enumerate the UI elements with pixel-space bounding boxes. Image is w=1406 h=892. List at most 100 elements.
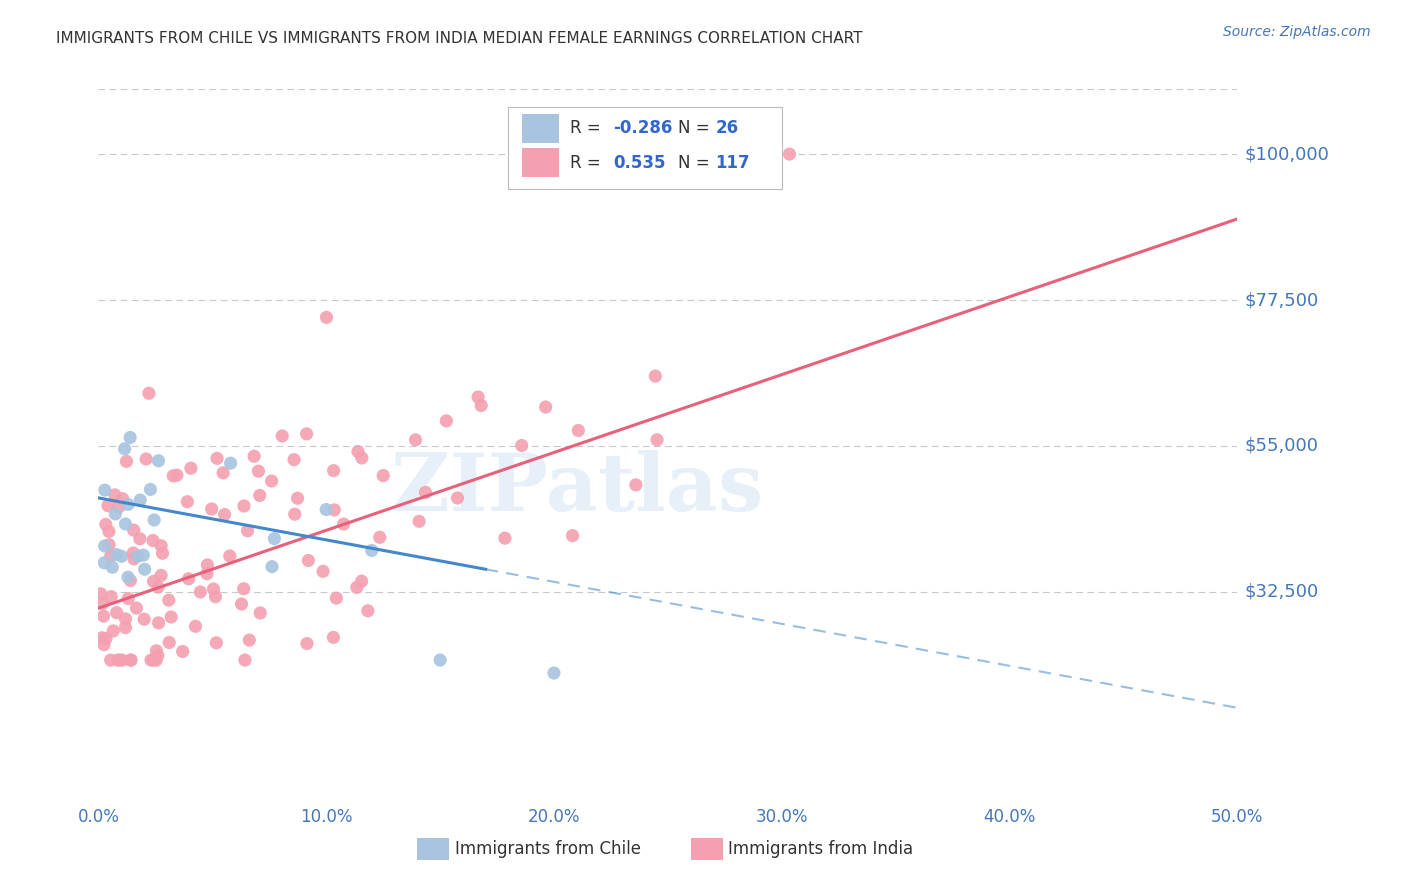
FancyBboxPatch shape bbox=[522, 114, 558, 143]
Point bbox=[105, 548, 128, 562]
Point bbox=[139, 483, 162, 497]
Point bbox=[212, 466, 235, 480]
Text: N =: N = bbox=[678, 120, 716, 137]
Point bbox=[120, 430, 142, 444]
Point bbox=[101, 560, 124, 574]
Point bbox=[218, 549, 240, 563]
Point bbox=[100, 590, 122, 604]
Point bbox=[117, 498, 139, 512]
Point bbox=[91, 597, 114, 611]
Point bbox=[205, 636, 228, 650]
Point bbox=[260, 474, 283, 488]
Point bbox=[534, 400, 557, 414]
FancyBboxPatch shape bbox=[509, 107, 782, 189]
Point bbox=[146, 580, 169, 594]
Point bbox=[214, 508, 236, 522]
Point bbox=[128, 532, 150, 546]
Point bbox=[446, 491, 468, 505]
Point bbox=[120, 653, 142, 667]
Point bbox=[233, 653, 256, 667]
Point bbox=[510, 438, 533, 452]
Point bbox=[197, 558, 219, 572]
Point bbox=[146, 648, 169, 663]
Point bbox=[408, 514, 430, 528]
Point bbox=[238, 633, 260, 648]
Point bbox=[219, 456, 242, 470]
Point bbox=[415, 485, 437, 500]
Text: $100,000: $100,000 bbox=[1244, 145, 1329, 163]
Text: Immigrants from Chile: Immigrants from Chile bbox=[456, 840, 641, 858]
Point bbox=[624, 478, 647, 492]
Point bbox=[157, 593, 180, 607]
Point bbox=[97, 499, 120, 513]
Point bbox=[567, 424, 589, 438]
Point bbox=[145, 653, 167, 667]
Point bbox=[120, 653, 142, 667]
Point bbox=[145, 644, 167, 658]
Point bbox=[125, 601, 148, 615]
Point bbox=[295, 636, 318, 650]
Point bbox=[97, 524, 120, 539]
Point bbox=[98, 538, 121, 552]
Point bbox=[105, 606, 128, 620]
FancyBboxPatch shape bbox=[522, 148, 558, 177]
Text: 0.535: 0.535 bbox=[613, 153, 665, 171]
Point bbox=[132, 548, 155, 562]
Point bbox=[467, 390, 489, 404]
Point bbox=[231, 597, 253, 611]
Point bbox=[322, 631, 344, 645]
Text: R =: R = bbox=[569, 153, 612, 171]
Point bbox=[143, 513, 166, 527]
Point bbox=[323, 503, 346, 517]
Point bbox=[315, 310, 337, 325]
Point bbox=[93, 539, 115, 553]
Point bbox=[142, 574, 165, 589]
Point bbox=[152, 546, 174, 560]
Point bbox=[494, 531, 516, 545]
Point bbox=[184, 619, 207, 633]
Point bbox=[177, 572, 200, 586]
Point bbox=[263, 532, 285, 546]
Point bbox=[332, 517, 354, 532]
Point bbox=[122, 523, 145, 537]
Point bbox=[543, 666, 565, 681]
Point bbox=[150, 539, 173, 553]
Point bbox=[434, 414, 457, 428]
Point bbox=[195, 566, 218, 581]
Point bbox=[150, 568, 173, 582]
Point bbox=[94, 632, 117, 646]
Point bbox=[157, 635, 180, 649]
Point bbox=[429, 653, 451, 667]
Point bbox=[127, 549, 149, 564]
Point bbox=[350, 450, 373, 465]
Point bbox=[134, 612, 156, 626]
Point bbox=[93, 556, 115, 570]
Point bbox=[114, 621, 136, 635]
Point bbox=[114, 442, 136, 456]
Point bbox=[107, 500, 129, 514]
Point bbox=[645, 433, 668, 447]
Point bbox=[312, 565, 335, 579]
Text: IMMIGRANTS FROM CHILE VS IMMIGRANTS FROM INDIA MEDIAN FEMALE EARNINGS CORRELATIO: IMMIGRANTS FROM CHILE VS IMMIGRANTS FROM… bbox=[56, 31, 863, 46]
Point bbox=[139, 653, 162, 667]
Point bbox=[93, 609, 115, 624]
Point bbox=[100, 653, 122, 667]
Point bbox=[346, 580, 368, 594]
Point bbox=[201, 502, 224, 516]
Point bbox=[236, 524, 259, 538]
Point bbox=[315, 502, 337, 516]
Point bbox=[233, 499, 256, 513]
Point bbox=[104, 488, 127, 502]
Text: Immigrants from India: Immigrants from India bbox=[728, 840, 914, 858]
Point bbox=[232, 582, 254, 596]
Text: R =: R = bbox=[569, 120, 606, 137]
Point bbox=[243, 449, 266, 463]
Point bbox=[111, 653, 134, 667]
Point bbox=[142, 533, 165, 548]
Text: $77,500: $77,500 bbox=[1244, 291, 1319, 309]
Point bbox=[148, 454, 170, 468]
Point bbox=[111, 491, 134, 506]
Point bbox=[110, 549, 132, 564]
Point bbox=[205, 451, 228, 466]
Point bbox=[347, 444, 370, 458]
